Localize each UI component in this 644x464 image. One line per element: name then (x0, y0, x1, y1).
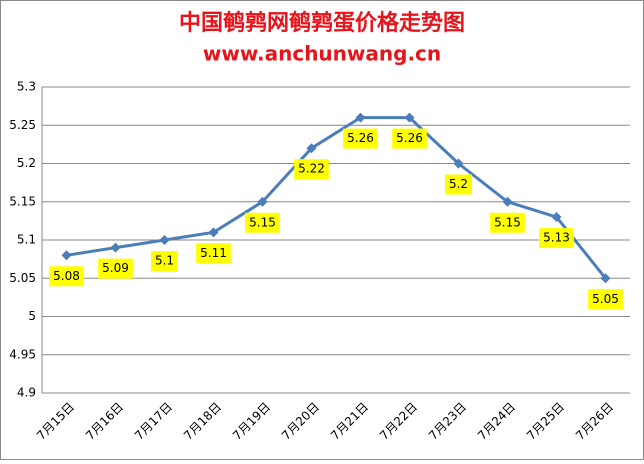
data-label-background (294, 159, 329, 180)
marker (355, 112, 366, 123)
data-label: 5.09 (98, 258, 133, 279)
data-label: 5.08 (49, 266, 84, 287)
data-label-text: 5.13 (543, 231, 570, 245)
data-label: 5.2 (444, 174, 473, 195)
chart-subtitle: www.anchunwang.cn (203, 42, 441, 66)
marker (110, 242, 121, 253)
data-label-text: 5.05 (592, 292, 619, 306)
marker (61, 250, 72, 261)
data-label-background (588, 289, 623, 310)
data-label-background (539, 228, 574, 249)
data-label-text: 5.15 (494, 215, 521, 229)
data-label-background (343, 128, 378, 149)
data-label-text: 5.26 (396, 131, 423, 145)
marker (257, 196, 268, 207)
data-label-background (150, 251, 179, 271)
y-tick-label: 5.05 (9, 271, 36, 285)
data-label-text: 5.2 (449, 177, 468, 191)
data-label-text: 5.15 (249, 215, 276, 229)
data-label-background (490, 212, 525, 233)
chart-title: 中国鹌鹑网鹌鹑蛋价格走势图 (179, 10, 465, 36)
y-tick-label: 5.1 (17, 233, 36, 247)
marker (600, 273, 611, 284)
y-tick-label: 5.3 (17, 80, 36, 94)
y-tick-label: 4.95 (9, 347, 36, 361)
data-label-background (196, 243, 231, 264)
data-label: 5.26 (343, 128, 378, 149)
data-label-text: 5.22 (298, 162, 325, 176)
marker (502, 196, 513, 207)
marker (453, 158, 464, 169)
y-tick-label: 5.15 (9, 194, 36, 208)
data-label-text: 5.11 (200, 246, 227, 260)
data-label-background (245, 212, 280, 233)
y-tick-label: 4.9 (17, 386, 36, 400)
marker (404, 112, 415, 123)
data-label-text: 5.1 (155, 254, 174, 268)
marker (551, 212, 562, 223)
marker (208, 227, 219, 238)
data-label: 5.26 (392, 128, 427, 149)
data-label-text: 5.08 (53, 269, 80, 283)
marker (306, 143, 317, 154)
y-tick-label: 5.2 (17, 156, 36, 170)
data-label: 5.1 (150, 251, 179, 271)
data-label-text: 5.26 (347, 131, 374, 145)
y-tick-label: 5.25 (9, 118, 36, 132)
data-label: 5.11 (196, 243, 231, 264)
data-label-background (444, 174, 473, 195)
y-tick-label: 5 (28, 309, 36, 323)
data-label-background (49, 266, 84, 287)
data-label-text: 5.09 (102, 261, 129, 275)
marker (159, 235, 170, 245)
data-label-background (98, 258, 133, 279)
data-label: 5.15 (490, 212, 525, 233)
data-label: 5.13 (539, 228, 574, 249)
data-label: 5.15 (245, 212, 280, 233)
data-label: 5.22 (294, 159, 329, 180)
line (66, 116, 607, 280)
data-label-background (392, 128, 427, 149)
data-label: 5.05 (588, 289, 623, 310)
